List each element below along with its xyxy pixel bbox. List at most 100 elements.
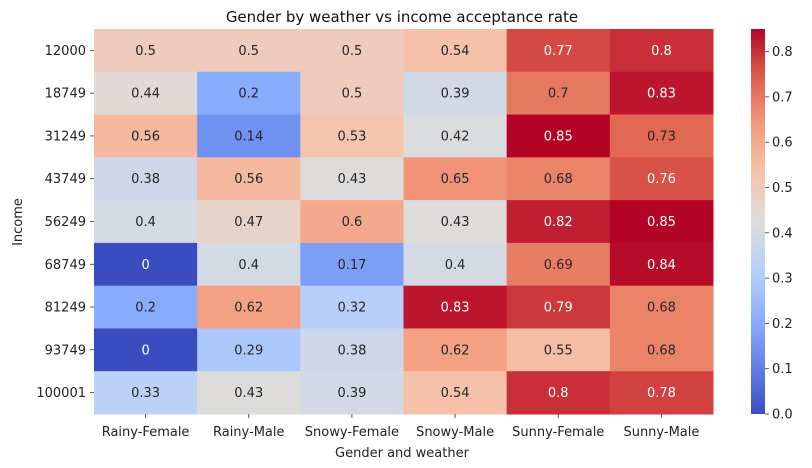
cell-value-label: 0.79 xyxy=(544,301,573,316)
heatmap-cell xyxy=(609,114,714,158)
heatmap-cells: 0.5 0.5 0.5 0.54 0.77 0.8 0.44 0.2 0.5 0.39 0.7 0.8… xyxy=(94,29,714,415)
cell-value-label: 0.5 xyxy=(342,44,363,59)
heatmap-cell xyxy=(300,114,404,158)
heatmap-cell xyxy=(506,200,611,244)
heatmap-cell xyxy=(300,157,404,201)
colorbar: 0.0 0.1 0.2 0.3 0.4 0.5 0.6 0.7 0.8 xyxy=(751,29,793,423)
heatmap-cell xyxy=(197,71,301,116)
heatmap-cell xyxy=(403,200,508,244)
heatmap-cell xyxy=(197,200,301,244)
cell-value-label: 0.33 xyxy=(131,386,160,401)
heatmap-cell xyxy=(403,242,508,287)
heatmap-cell xyxy=(403,29,508,73)
heatmap-cell xyxy=(300,29,404,73)
cell-value-label: 0.38 xyxy=(337,343,366,358)
heatmap-cell xyxy=(609,29,714,73)
cell-value-label: 0.8 xyxy=(548,386,569,401)
x-tick-labels: Rainy-Female Rainy-Male Snowy-Female Snowy-… xyxy=(102,414,699,440)
cell-value-label: 0.78 xyxy=(647,386,676,401)
colorbar-tick-label: 0.4 xyxy=(772,226,793,241)
cell-value-label: 0.5 xyxy=(238,44,259,59)
x-tick-label: Rainy-Female xyxy=(102,425,190,440)
cell-value-label: 0.73 xyxy=(647,129,676,144)
cell-value-label: 0.5 xyxy=(135,44,156,59)
y-tick-label: 56249 xyxy=(45,215,86,230)
heatmap-cell xyxy=(197,242,301,287)
cell-value-label: 0.53 xyxy=(337,129,366,144)
cell-value-label: 0.76 xyxy=(647,172,676,187)
heatmap-cell xyxy=(197,328,301,372)
heatmap-cell xyxy=(197,114,301,158)
heatmap-cell xyxy=(403,285,508,329)
cell-value-label: 0.29 xyxy=(234,343,263,358)
heatmap-cell xyxy=(506,157,611,201)
colorbar-tick-label: 0.7 xyxy=(772,90,793,105)
heatmap-cell xyxy=(403,114,508,158)
cell-value-label: 0 xyxy=(141,343,149,358)
cell-value-label: 0.83 xyxy=(647,87,676,102)
heatmap-cell xyxy=(403,371,508,415)
heatmap-cell xyxy=(94,242,198,287)
heatmap-cell xyxy=(197,157,301,201)
cell-value-label: 0.65 xyxy=(441,172,470,187)
cell-value-label: 0.14 xyxy=(234,129,263,144)
heatmap-cell xyxy=(94,114,198,158)
heatmap-cell xyxy=(197,285,301,329)
y-tick-label: 93749 xyxy=(45,343,86,358)
y-tick-label: 12000 xyxy=(45,44,86,59)
x-tick-label: Rainy-Male xyxy=(213,425,285,440)
heatmap-cell xyxy=(609,285,714,329)
colorbar-tick-label: 0.0 xyxy=(772,408,793,423)
colorbar-tick-label: 0.6 xyxy=(772,136,793,151)
colorbar-tick-label: 0.3 xyxy=(772,272,793,287)
heatmap-cell xyxy=(609,371,714,415)
heatmap-cell xyxy=(300,328,404,372)
cell-value-label: 0.56 xyxy=(131,129,160,144)
cell-value-label: 0.43 xyxy=(234,386,263,401)
cell-value-label: 0.69 xyxy=(544,258,573,273)
heatmap-cell xyxy=(197,29,301,73)
heatmap-cell xyxy=(300,371,404,415)
cell-value-label: 0.47 xyxy=(234,215,263,230)
colorbar-tick-label: 0.2 xyxy=(772,317,793,332)
heatmap-cell xyxy=(94,285,198,329)
heatmap-cell xyxy=(300,71,404,116)
x-tick-label: Snowy-Male xyxy=(416,425,494,440)
heatmap-cell xyxy=(94,200,198,244)
y-tick-labels: 12000 18749 31249 43749 56249 68749 81249 93749… xyxy=(36,44,94,401)
y-tick-label: 43749 xyxy=(45,172,86,187)
cell-value-label: 0.62 xyxy=(441,343,470,358)
cell-value-label: 0.84 xyxy=(647,258,676,273)
heatmap-cell xyxy=(403,71,508,116)
cell-value-label: 0.39 xyxy=(337,386,366,401)
y-tick-label: 31249 xyxy=(45,129,86,144)
heatmap-cell xyxy=(609,71,714,116)
colorbar-tick-label: 0.1 xyxy=(772,362,793,377)
cell-value-label: 0.2 xyxy=(135,301,156,316)
heatmap-cell xyxy=(94,371,198,415)
heatmap-cell xyxy=(506,371,611,415)
cell-value-label: 0.83 xyxy=(441,301,470,316)
x-tick-label: Snowy-Female xyxy=(305,425,399,440)
heatmap-cell xyxy=(609,242,714,287)
heatmap-cell xyxy=(506,71,611,116)
heatmap-cell xyxy=(609,328,714,372)
heatmap-cell xyxy=(506,285,611,329)
cell-value-label: 0.17 xyxy=(337,258,366,273)
heatmap-cell xyxy=(609,157,714,201)
heatmap-cell xyxy=(506,328,611,372)
cell-value-label: 0.8 xyxy=(651,44,672,59)
cell-value-label: 0.44 xyxy=(131,87,160,102)
heatmap-cell xyxy=(94,157,198,201)
y-tick-label: 81249 xyxy=(45,301,86,316)
heatmap-cell xyxy=(300,242,404,287)
cell-value-label: 0.6 xyxy=(342,215,363,230)
x-tick-label: Sunny-Female xyxy=(512,425,604,440)
cell-value-label: 0.42 xyxy=(441,129,470,144)
heatmap-cell xyxy=(300,285,404,329)
heatmap-cell xyxy=(506,29,611,73)
cell-value-label: 0.77 xyxy=(544,44,573,59)
cell-value-label: 0.85 xyxy=(544,129,573,144)
